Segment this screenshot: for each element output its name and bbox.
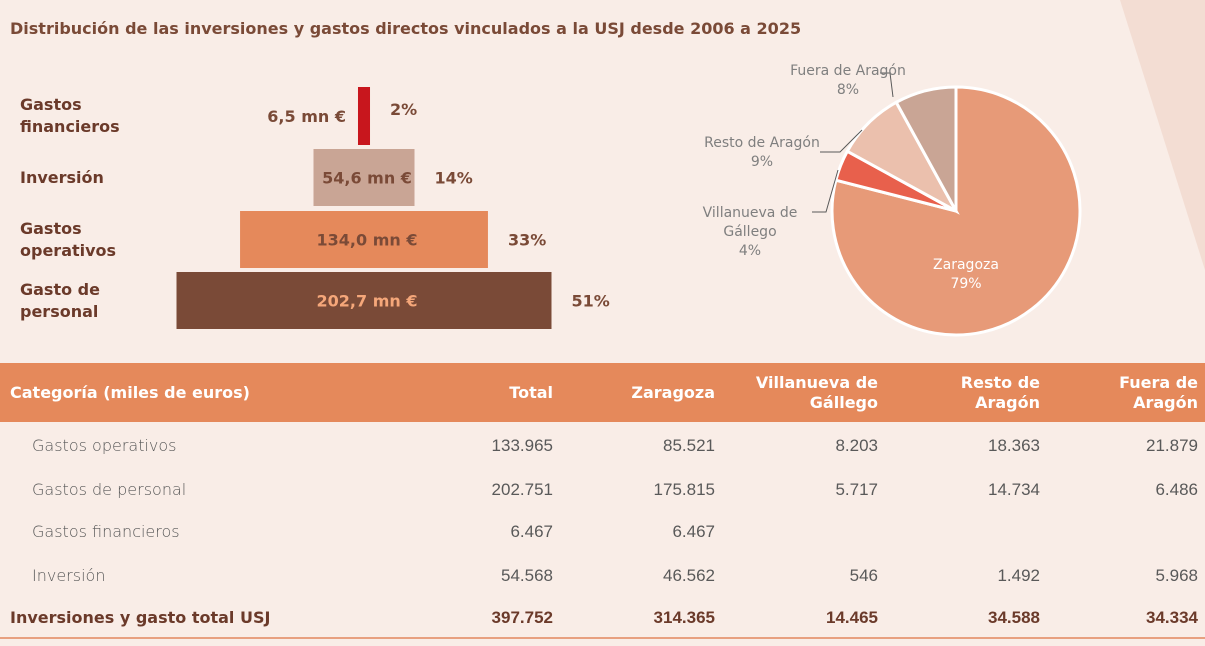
category-label: Gasto de personal xyxy=(20,279,100,321)
leader-lines xyxy=(812,72,894,213)
table-cell: 46.562 xyxy=(663,566,715,585)
slice-label: Fuera de Aragón xyxy=(790,63,906,79)
slice-value-label: 4% xyxy=(738,243,762,259)
table-cell: 8.203 xyxy=(835,436,878,455)
slice-label: Resto de Aragón xyxy=(704,135,820,151)
table-cell: 14.734 xyxy=(988,480,1040,499)
value-label: 54,6 mn € xyxy=(322,169,412,188)
total-cell: 314.365 xyxy=(653,608,715,627)
category-label: Inversión xyxy=(20,167,104,187)
table-cell: 21.879 xyxy=(1146,436,1198,455)
column-header: Categoría (miles de euros) xyxy=(10,383,250,402)
leader-line xyxy=(812,169,839,213)
column-header: Fuera de Aragón xyxy=(1119,373,1198,412)
column-header: Total xyxy=(509,383,553,402)
row-label: Gastos operativos xyxy=(32,436,177,455)
bar xyxy=(176,272,552,329)
slice-value-label: 9% xyxy=(750,154,774,170)
value-label: 202,7 mn € xyxy=(317,292,418,311)
total-cell: 14.465 xyxy=(826,608,878,627)
slice-label: Zaragoza xyxy=(933,257,999,273)
row-label: Inversión xyxy=(32,566,106,585)
table-cell: 6.467 xyxy=(672,522,715,541)
slice-label: Villanueva de Gállego xyxy=(702,205,798,240)
table-cell: 5.968 xyxy=(1155,566,1198,585)
table-cell: 6.467 xyxy=(510,522,553,541)
row-label: Gastos de personal xyxy=(32,480,187,499)
total-label: Inversiones y gasto total USJ xyxy=(10,608,271,627)
bar xyxy=(313,149,415,206)
table-cell: 133.965 xyxy=(491,436,553,455)
value-label: 6,5 mn € xyxy=(267,107,346,126)
table-cell: 85.521 xyxy=(663,436,715,455)
table-cell: 54.568 xyxy=(501,566,553,585)
pie-slice xyxy=(894,85,958,212)
total-cell: 34.334 xyxy=(1146,608,1198,627)
column-header: Villanueva de Gállego xyxy=(755,373,878,412)
table-cell: 202.751 xyxy=(491,480,553,499)
share-label: 33% xyxy=(508,231,546,250)
share-label: 51% xyxy=(571,292,609,311)
slice-value-label: 8% xyxy=(836,82,860,98)
category-label: Gastos operativos xyxy=(20,218,117,260)
pie-chart xyxy=(830,85,1082,337)
table-header xyxy=(0,363,1205,422)
category-label: Gastos financieros xyxy=(20,95,120,136)
column-header: Zaragoza xyxy=(631,383,715,402)
decoration xyxy=(1120,0,1205,270)
column-header: Resto de Aragón xyxy=(960,373,1040,412)
bar xyxy=(357,87,371,145)
table-rule xyxy=(0,637,1205,639)
value-label: 134,0 mn € xyxy=(317,231,418,250)
table-cell: 5.717 xyxy=(835,480,878,499)
share-label: 2% xyxy=(390,100,417,119)
row-label: Gastos financieros xyxy=(32,522,180,541)
pyramid-chart: 6,5 mn € 2% 54,6 mn € 14% 134,0 mn € 33% 202,7… xyxy=(176,87,610,329)
table-cell: 1.492 xyxy=(997,566,1040,585)
table-cell: 175.815 xyxy=(653,480,715,499)
table-cell: 18.363 xyxy=(988,436,1040,455)
slice-value-label: 79% xyxy=(950,276,982,292)
total-cell: 397.752 xyxy=(491,608,553,627)
table-cell: 546 xyxy=(849,566,878,585)
share-label: 14% xyxy=(435,169,473,188)
total-cell: 34.588 xyxy=(988,608,1040,627)
table-cell: 6.486 xyxy=(1155,480,1198,499)
bar xyxy=(240,211,488,268)
leader-line xyxy=(880,72,894,98)
title: Distribución de las inversiones y gastos… xyxy=(10,19,802,38)
leader-line xyxy=(820,129,863,153)
